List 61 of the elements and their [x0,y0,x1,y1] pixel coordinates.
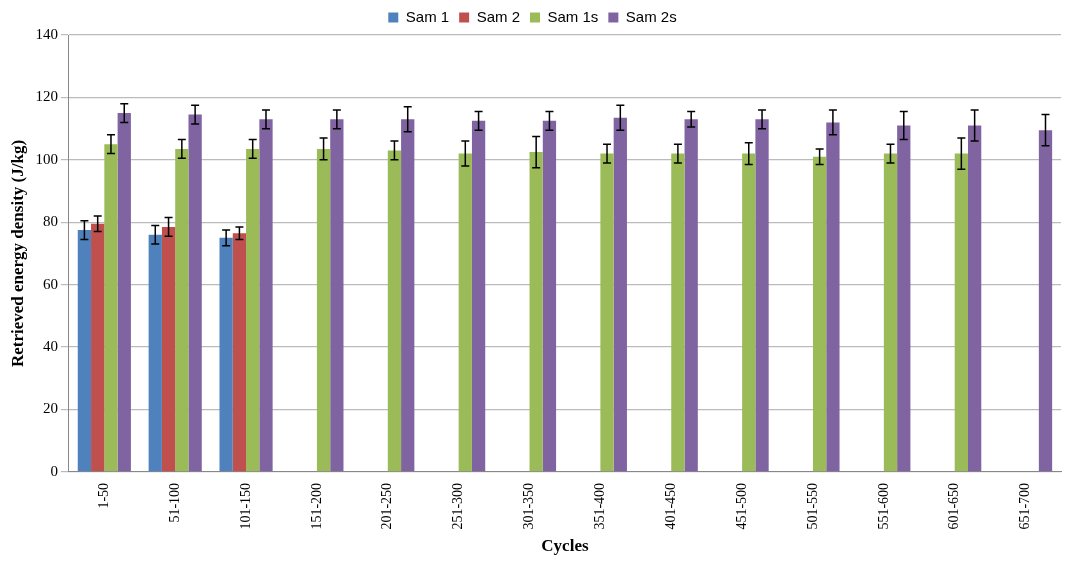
legend-label: Sam 2s [625,7,677,25]
bar [117,113,131,472]
y-tick-label: 100 [35,150,58,167]
bar [401,119,415,472]
x-tick-label: 451-500 [733,482,749,530]
x-tick-label: 301-350 [521,482,537,530]
bar [755,119,769,472]
bar [671,153,685,472]
x-tick-label: 651-700 [1017,482,1033,530]
y-tick-label: 60 [42,275,58,292]
bar [600,153,614,472]
bar [684,119,698,472]
bar [542,120,557,472]
bar [613,117,627,472]
bar [104,144,118,472]
y-tick-label: 20 [42,400,58,417]
bar [232,233,247,472]
bar [471,120,486,472]
bar [148,234,162,472]
y-tick-label: 140 [35,25,58,42]
y-tick-label: 80 [42,213,58,230]
bar [246,148,260,472]
y-tick-label: 40 [42,338,58,355]
bar [897,125,911,472]
bar [458,153,472,472]
x-tick-label: 1-50 [96,482,111,509]
legend-label: Sam 1 [405,7,450,25]
bar [826,122,840,472]
y-axis-title: Retrieved energy density (J/kg) [7,139,27,368]
bar [77,230,92,472]
bar [529,152,543,472]
bar [219,237,233,472]
bar [812,156,827,472]
x-tick-label: 351-400 [592,482,608,530]
legend-label: Sam 1s [547,7,599,25]
x-tick-label: 51-100 [166,482,182,523]
bar [188,114,202,472]
bar [954,153,968,472]
bar [742,153,756,472]
bar [883,153,898,472]
x-tick-label: 101-150 [237,482,253,530]
x-tick-label: 501-550 [804,482,820,530]
x-tick-label: 201-250 [379,482,395,530]
bar [330,119,344,472]
x-axis-title: Cycles [541,536,589,556]
y-tick-label: 120 [35,88,58,105]
bar [91,223,105,472]
x-tick-label: 151-200 [308,482,324,530]
bar [259,119,273,472]
bar [161,226,176,472]
x-tick-label: 251-300 [450,482,466,530]
y-tick-label: 0 [50,462,58,479]
bar [967,125,982,472]
bar [1038,130,1053,472]
bar [175,148,189,472]
x-tick-label: 551-600 [875,482,891,530]
x-tick-label: 401-450 [662,482,678,530]
legend-label: Sam 2 [476,7,521,25]
bar [387,150,402,472]
x-tick-label: 601-650 [946,482,962,530]
bar [316,148,331,472]
